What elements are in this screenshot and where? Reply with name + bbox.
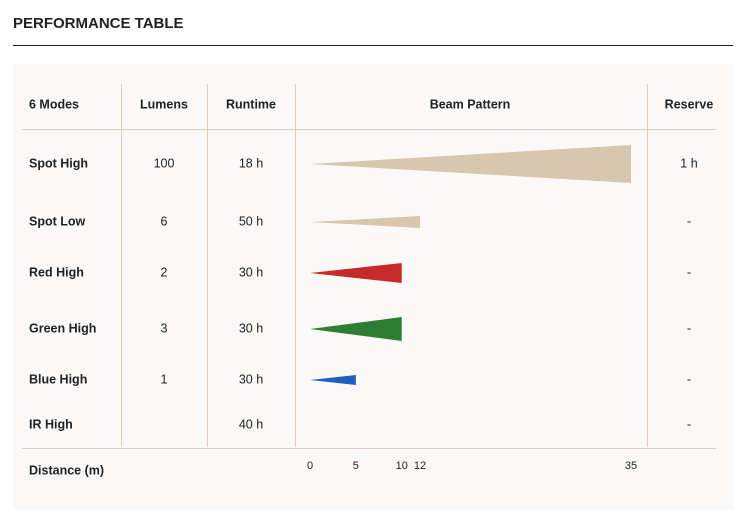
lumens: 1 <box>161 372 168 386</box>
column-header: Runtime <box>226 97 276 111</box>
mode-name: Red High <box>29 265 84 279</box>
runtime: 50 h <box>239 214 263 228</box>
mode-name: Blue High <box>29 372 87 386</box>
column-header: Reserve <box>665 97 714 111</box>
mode-name: Spot Low <box>29 214 86 228</box>
lumens: 3 <box>161 321 168 335</box>
reserve: 1 h <box>680 156 697 170</box>
runtime: 30 h <box>239 265 263 279</box>
distance-tick: 5 <box>353 460 359 472</box>
reserve: - <box>687 214 691 228</box>
column-header: 6 Modes <box>29 97 79 111</box>
lumens: 100 <box>154 156 175 170</box>
mode-name: IR High <box>29 417 73 431</box>
column-separators <box>121 84 648 447</box>
beam <box>310 216 421 228</box>
beam <box>310 317 402 341</box>
runtime: 40 h <box>239 417 263 431</box>
lumens: 6 <box>161 214 168 228</box>
reserve: - <box>687 265 691 279</box>
beam <box>310 263 402 283</box>
reserve: - <box>687 321 691 335</box>
distance-tick: 35 <box>625 460 637 472</box>
lumens: 2 <box>161 265 168 279</box>
distance-tick: 10 <box>396 460 408 472</box>
column-header: Lumens <box>140 97 188 111</box>
axis-label: Distance (m) <box>29 463 104 477</box>
runtime: 30 h <box>239 372 263 386</box>
reserve: - <box>687 372 691 386</box>
beam <box>310 145 631 183</box>
runtime: 30 h <box>239 321 263 335</box>
distance-tick: 12 <box>414 460 426 472</box>
beam <box>310 375 356 385</box>
distance-tick: 0 <box>307 460 313 472</box>
reserve: - <box>687 417 691 431</box>
mode-name: Spot High <box>29 156 88 170</box>
runtime: 18 h <box>239 156 263 170</box>
table-panel <box>13 64 733 510</box>
page-title: PERFORMANCE TABLE <box>13 15 184 32</box>
column-header: Beam Pattern <box>430 97 511 111</box>
mode-name: Green High <box>29 321 96 335</box>
